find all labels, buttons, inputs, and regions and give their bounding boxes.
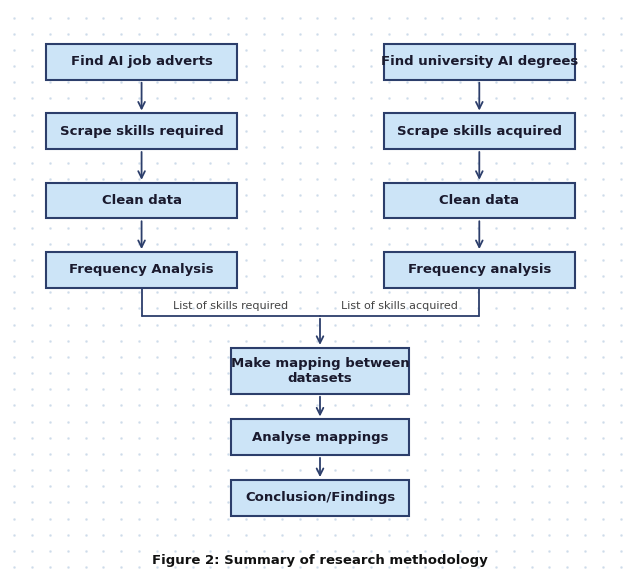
Text: Figure 2: Summary of research methodology: Figure 2: Summary of research methodolog… (152, 554, 488, 567)
FancyBboxPatch shape (46, 113, 237, 149)
FancyBboxPatch shape (46, 183, 237, 219)
FancyBboxPatch shape (231, 419, 409, 455)
FancyBboxPatch shape (384, 252, 575, 288)
FancyBboxPatch shape (384, 113, 575, 149)
Text: List of skills acquired: List of skills acquired (341, 302, 458, 311)
FancyBboxPatch shape (231, 348, 409, 394)
Text: Scrape skills acquired: Scrape skills acquired (397, 125, 562, 138)
FancyBboxPatch shape (384, 44, 575, 80)
Text: Analyse mappings: Analyse mappings (252, 431, 388, 444)
FancyBboxPatch shape (231, 480, 409, 516)
Text: Find university AI degrees: Find university AI degrees (381, 56, 578, 68)
FancyBboxPatch shape (46, 252, 237, 288)
Text: Frequency analysis: Frequency analysis (408, 263, 551, 276)
Text: List of skills required: List of skills required (173, 302, 289, 311)
Text: Make mapping between
datasets: Make mapping between datasets (230, 357, 410, 385)
FancyBboxPatch shape (384, 183, 575, 219)
FancyBboxPatch shape (46, 44, 237, 80)
Text: Clean data: Clean data (102, 194, 182, 207)
Text: Find AI job adverts: Find AI job adverts (70, 56, 212, 68)
Text: Clean data: Clean data (439, 194, 519, 207)
Text: Conclusion/Findings: Conclusion/Findings (245, 491, 395, 504)
Text: Scrape skills required: Scrape skills required (60, 125, 223, 138)
Text: Frequency Analysis: Frequency Analysis (69, 263, 214, 276)
